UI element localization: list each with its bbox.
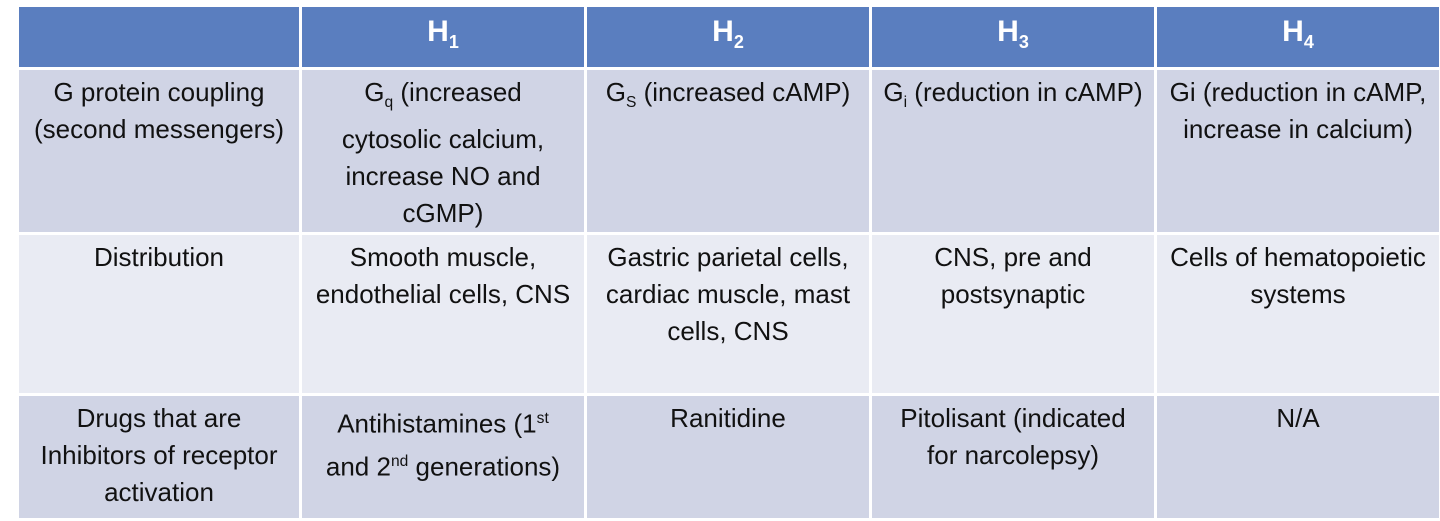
text-run: Smooth muscle, endothelial cells, CNS [315,242,571,310]
header-cell: H3 [872,7,1154,67]
text-run: generations) [408,451,561,482]
text-run: 1 [448,32,459,52]
text-run: G [605,77,626,107]
text-run: q [384,94,394,112]
text-run: nd [390,452,409,470]
text-run: CNS, pre and postsynaptic [934,242,1092,310]
row-label: G protein coupling (second messengers) [19,70,299,233]
cell: Gq (increased cytosolic calcium, increas… [302,70,584,233]
text-run: S [625,94,637,112]
text-run: G [883,77,904,107]
text-run: Gastric parietal cells, cardiac muscle, … [605,242,851,347]
text-run: 2 [733,32,744,52]
cell: N/A [1157,396,1439,519]
text-run: H [997,15,1019,48]
cell: Smooth muscle, endothelial cells, CNS [302,235,584,394]
corner-cell [19,7,299,67]
text-run: and 2 [325,451,391,482]
text-run: Pitolisant (indicated for narcolepsy) [900,403,1126,471]
row: Drugs that are Inhibitors of receptor ac… [19,396,1439,519]
cell: Gi (reduction in cAMP) [872,70,1154,233]
cell: Gi (reduction in cAMP, increase in calci… [1157,70,1439,233]
cell: Pitolisant (indicated for narcolepsy) [872,396,1154,519]
text-run: N/A [1276,403,1320,434]
text-run: Antihistamines (1 [337,408,537,439]
row: Distribution Smooth muscle, endothelial c… [19,235,1439,394]
text-run: (reduction in cAMP) [907,77,1143,107]
row: G protein coupling (second messengers) Gq… [19,70,1439,233]
header-cell: H1 [302,7,584,67]
text-run: 4 [1303,32,1314,52]
header-row: H1 H2 H3 H4 [19,7,1439,67]
header-cell: H2 [587,7,869,67]
text-run: st [536,410,549,428]
table-wrap: H1 H2 H3 H4 G protein coupling (second mess… [16,4,1440,521]
text-run: Gi (reduction in cAMP, increase in calci… [1169,77,1427,144]
text-run: (increased cAMP) [636,77,851,107]
text-run: 3 [1018,32,1029,52]
table: H1 H2 H3 H4 G protein coupling (second mess… [16,4,1440,521]
text-run: (increased cytosolic calcium, increase N… [341,77,545,229]
cell: Antihistamines (1st and 2nd generations) [302,396,584,519]
row-label: Distribution [19,235,299,394]
cell: Gastric parietal cells, cardiac muscle, … [587,235,869,394]
cell: Ranitidine [587,396,869,519]
text-run: G [364,77,385,107]
text-run: Cells of hematopoietic systems [1170,242,1426,310]
cell: GS (increased cAMP) [587,70,869,233]
text-run: H [427,15,449,48]
cell: CNS, pre and postsynaptic [872,235,1154,394]
text-run: H [1282,15,1304,48]
text-run: i [903,94,908,112]
text-run: Ranitidine [670,403,786,434]
header-cell: H4 [1157,7,1439,67]
text-run: H [712,15,734,48]
cell: Cells of hematopoietic systems [1157,235,1439,394]
row-label: Drugs that are Inhibitors of receptor ac… [19,396,299,519]
